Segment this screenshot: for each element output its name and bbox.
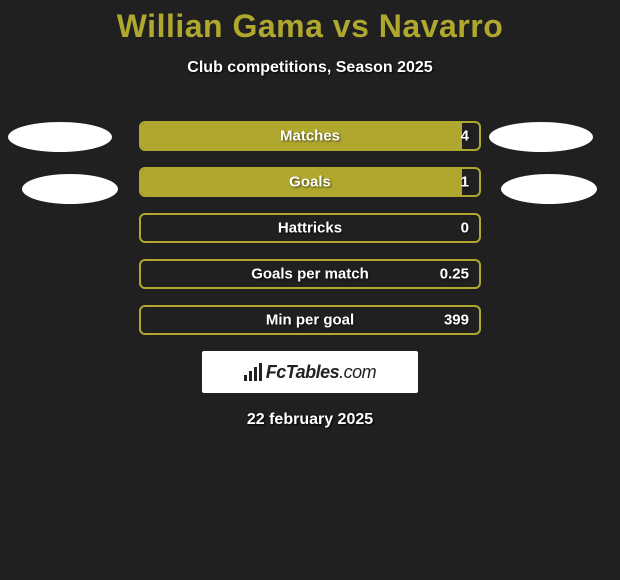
page-title: Willian Gama vs Navarro bbox=[0, 0, 620, 45]
stat-row: Matches4 bbox=[139, 121, 481, 151]
stat-row: Goals per match0.25 bbox=[139, 259, 481, 289]
logo-text: FcTables.com bbox=[266, 362, 376, 383]
side-ellipse bbox=[501, 174, 597, 204]
stat-fill bbox=[141, 123, 462, 149]
side-ellipse bbox=[489, 122, 593, 152]
stat-value: 399 bbox=[444, 312, 469, 329]
stat-row: Min per goal399 bbox=[139, 305, 481, 335]
stat-fill bbox=[141, 169, 462, 195]
stat-label: Hattricks bbox=[141, 220, 479, 237]
page-subtitle: Club competitions, Season 2025 bbox=[0, 59, 620, 77]
stat-label: Goals per match bbox=[141, 266, 479, 283]
side-ellipse bbox=[8, 122, 112, 152]
stat-label: Min per goal bbox=[141, 312, 479, 329]
logo-tld: .com bbox=[339, 362, 376, 382]
bar-chart-icon bbox=[244, 363, 262, 381]
date-text: 22 february 2025 bbox=[0, 411, 620, 429]
stat-row: Goals1 bbox=[139, 167, 481, 197]
stats-container: Matches4Goals1Hattricks0Goals per match0… bbox=[139, 121, 481, 335]
logo-brand: FcTables bbox=[266, 362, 339, 382]
side-ellipse bbox=[22, 174, 118, 204]
stat-value: 0.25 bbox=[440, 266, 469, 283]
stat-row: Hattricks0 bbox=[139, 213, 481, 243]
stat-value: 0 bbox=[461, 220, 469, 237]
logo-box: FcTables.com bbox=[202, 351, 418, 393]
